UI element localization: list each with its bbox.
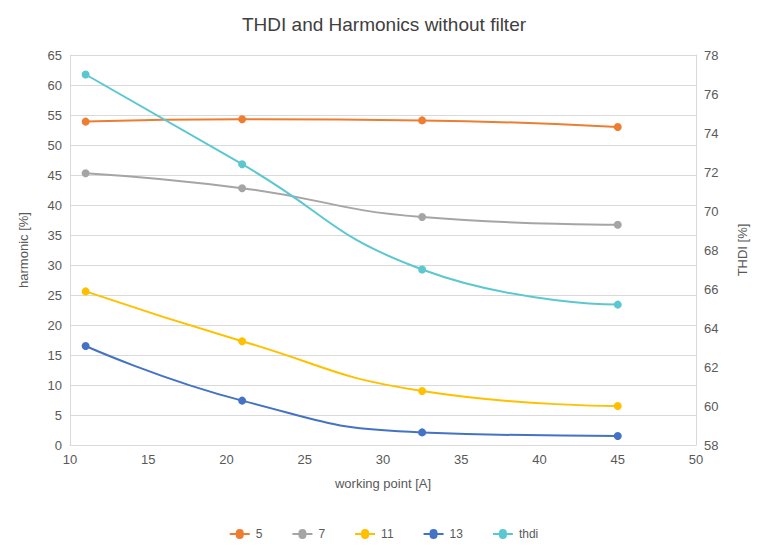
svg-text:35: 35	[48, 228, 62, 243]
svg-text:25: 25	[48, 288, 62, 303]
svg-text:35: 35	[454, 452, 468, 467]
svg-text:7: 7	[318, 527, 325, 541]
svg-text:25: 25	[298, 452, 312, 467]
svg-text:72: 72	[704, 165, 718, 180]
svg-text:harmonic [%]: harmonic [%]	[16, 212, 31, 288]
svg-text:58: 58	[704, 438, 718, 453]
svg-text:5: 5	[256, 527, 263, 541]
svg-text:20: 20	[219, 452, 233, 467]
svg-text:13: 13	[450, 527, 464, 541]
svg-text:78: 78	[704, 48, 718, 63]
svg-text:62: 62	[704, 360, 718, 375]
svg-text:70: 70	[704, 204, 718, 219]
svg-text:30: 30	[48, 258, 62, 273]
svg-text:30: 30	[376, 452, 390, 467]
svg-text:15: 15	[48, 348, 62, 363]
svg-text:66: 66	[704, 282, 718, 297]
svg-text:60: 60	[48, 78, 62, 93]
svg-text:0: 0	[55, 438, 62, 453]
svg-text:10: 10	[63, 452, 77, 467]
svg-text:50: 50	[48, 138, 62, 153]
svg-text:THDI [%]: THDI [%]	[735, 224, 750, 277]
svg-text:40: 40	[48, 198, 62, 213]
svg-text:60: 60	[704, 399, 718, 414]
svg-text:64: 64	[704, 321, 718, 336]
svg-text:45: 45	[48, 168, 62, 183]
svg-text:76: 76	[704, 87, 718, 102]
svg-text:74: 74	[704, 126, 718, 141]
svg-text:68: 68	[704, 243, 718, 258]
svg-text:15: 15	[141, 452, 155, 467]
svg-text:55: 55	[48, 108, 62, 123]
svg-text:working point [A]: working point [A]	[334, 476, 431, 491]
svg-text:thdi: thdi	[519, 527, 538, 541]
svg-text:40: 40	[532, 452, 546, 467]
svg-text:10: 10	[48, 378, 62, 393]
svg-text:5: 5	[55, 408, 62, 423]
svg-text:65: 65	[48, 48, 62, 63]
svg-text:11: 11	[381, 527, 394, 541]
svg-text:45: 45	[611, 452, 625, 467]
svg-text:THDI and Harmonics without fil: THDI and Harmonics without filter	[242, 14, 527, 35]
svg-text:20: 20	[48, 318, 62, 333]
svg-text:50: 50	[689, 452, 703, 467]
